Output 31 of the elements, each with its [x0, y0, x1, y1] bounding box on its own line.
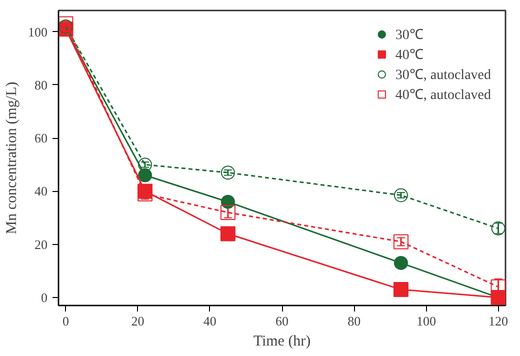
point [220, 166, 235, 180]
x-tick-label: 120 [488, 314, 508, 328]
point [220, 226, 236, 242]
point [393, 234, 408, 250]
point [393, 282, 408, 298]
y-tick-label: 80 [34, 77, 48, 92]
point [138, 158, 152, 172]
point [394, 256, 408, 270]
point [220, 194, 235, 209]
y-tick-label: 0 [41, 290, 48, 306]
x-tick-label: 80 [348, 314, 361, 328]
x-tick-label: 60 [276, 314, 288, 328]
point [394, 188, 408, 202]
x-tick-label: 40 [203, 314, 216, 328]
x-tick-label: 20 [131, 314, 144, 328]
y-tick-label: 40 [34, 184, 48, 199]
point [220, 204, 236, 220]
legend-label: 40℃ [395, 47, 424, 64]
legend-label: 30℃, autoclaved [395, 67, 491, 84]
x-tick-label: 0 [62, 314, 69, 328]
point [138, 168, 152, 182]
x-tick-label: 100 [416, 314, 436, 328]
y-tick-label: 20 [34, 236, 48, 252]
point [491, 221, 506, 236]
legend-label: 30℃ [395, 27, 424, 44]
point [58, 19, 73, 34]
y-tick-label: 100 [28, 24, 48, 40]
x-axis-title: Time (hr) [253, 334, 311, 350]
y-axis-title: Mn concentration (mg/L) [4, 82, 20, 234]
y-tick-label: 60 [34, 130, 48, 146]
legend-label: 40℃, autoclaved [395, 87, 491, 104]
